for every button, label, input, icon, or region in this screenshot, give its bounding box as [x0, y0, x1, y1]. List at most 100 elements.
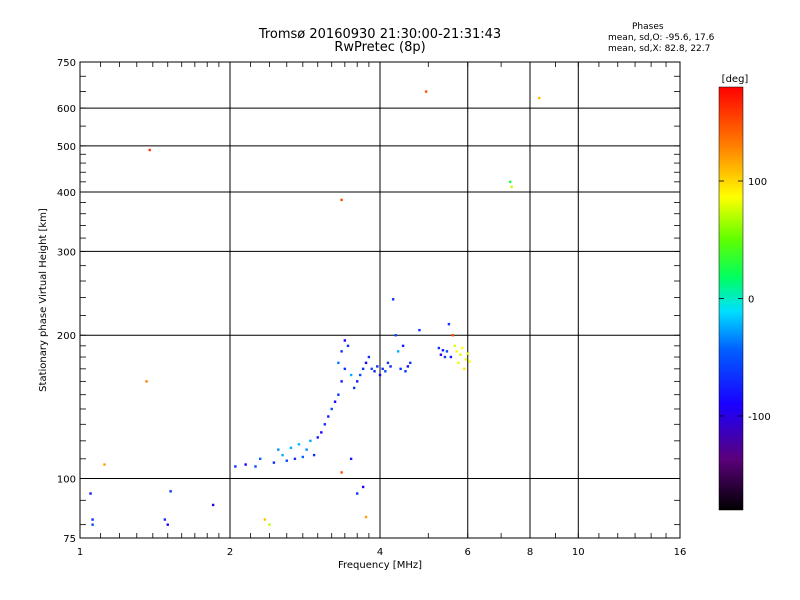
- data-point: [346, 344, 350, 348]
- data-point: [358, 373, 362, 377]
- data-point: [457, 361, 460, 365]
- colorbar-label: [deg]: [722, 74, 749, 85]
- data-point: [169, 490, 172, 493]
- data-point: [316, 436, 319, 439]
- y-tick-labels: 75 100 200 300 400 500 600 750: [57, 58, 76, 545]
- data-point: [244, 463, 247, 466]
- data-point: [277, 448, 280, 451]
- axis-ticks: [80, 62, 681, 538]
- data-point: [355, 380, 359, 383]
- plot-frame: [79, 61, 681, 539]
- data-point: [508, 180, 512, 184]
- data-point: [406, 365, 410, 368]
- y-tick-label: 75: [63, 534, 76, 545]
- data-point: [301, 455, 305, 459]
- data-point: [337, 361, 340, 365]
- data-point: [259, 457, 262, 461]
- stats-heading: Phases: [632, 22, 664, 32]
- data-point: [349, 457, 353, 461]
- data-point: [364, 515, 368, 519]
- data-point: [309, 439, 312, 443]
- data-point: [449, 355, 453, 359]
- data-point: [462, 367, 466, 371]
- data-point: [404, 370, 407, 373]
- data-point: [103, 463, 106, 466]
- data-point: [297, 443, 301, 446]
- colorbar-tick-label: 100: [748, 177, 767, 188]
- data-point: [466, 352, 469, 355]
- data-point: [409, 361, 412, 365]
- chart-subtitle: RwPretec (8p): [334, 40, 426, 55]
- x-tick-label: 8: [527, 547, 533, 558]
- data-point: [272, 461, 276, 464]
- data-point: [386, 361, 390, 365]
- data-point: [333, 400, 337, 403]
- data-point: [145, 380, 148, 383]
- data-point: [340, 380, 343, 383]
- y-axis-label: Stationary phase Virtual Height [km]: [38, 208, 49, 392]
- x-tick-labels: 1 2 4 6 8 10 16: [77, 547, 687, 558]
- data-point: [340, 350, 343, 353]
- data-point: [468, 360, 471, 363]
- data-point: [396, 350, 400, 353]
- data-point: [378, 373, 382, 377]
- data-point: [163, 518, 167, 521]
- data-point: [361, 485, 365, 489]
- data-point: [312, 453, 316, 457]
- data-point: [254, 465, 257, 468]
- data-points: [89, 90, 541, 526]
- data-point: [148, 148, 151, 152]
- stats-x-mode: mean, sd,X: 82.8, 22.7: [608, 44, 711, 54]
- data-point: [349, 373, 353, 377]
- data-point: [234, 465, 237, 468]
- x-tick-label: 4: [377, 547, 383, 558]
- data-point: [355, 492, 359, 495]
- y-tick-label: 200: [57, 331, 76, 342]
- data-point: [441, 349, 445, 352]
- data-point: [381, 367, 384, 371]
- y-tick-label: 750: [57, 58, 76, 69]
- data-point: [455, 350, 458, 353]
- data-point: [510, 185, 513, 189]
- data-point: [343, 367, 347, 371]
- data-point: [89, 492, 92, 495]
- x-tick-label: 6: [465, 547, 471, 558]
- stats-o-mode: mean, sd,O: -95.6, 17.6: [608, 33, 715, 43]
- data-point: [389, 365, 392, 368]
- data-point: [361, 367, 365, 371]
- data-point: [320, 431, 323, 434]
- data-point: [340, 198, 343, 202]
- x-tick-label: 16: [674, 547, 687, 558]
- colorbar-tick-label: -100: [748, 412, 771, 423]
- data-point: [451, 334, 455, 337]
- x-tick-label: 10: [572, 547, 585, 558]
- x-tick-label: 1: [77, 547, 83, 558]
- data-point: [437, 346, 441, 350]
- y-tick-label: 500: [57, 142, 76, 153]
- data-point: [391, 298, 395, 301]
- data-point: [376, 365, 379, 368]
- data-point: [281, 453, 284, 457]
- data-point: [289, 446, 293, 450]
- data-point: [343, 339, 347, 342]
- data-point: [384, 370, 387, 373]
- data-point: [418, 328, 421, 332]
- data-point: [464, 358, 468, 361]
- data-point: [401, 344, 405, 348]
- data-point: [305, 448, 308, 451]
- y-tick-label: 400: [57, 188, 76, 199]
- data-point: [461, 346, 464, 350]
- data-point: [453, 344, 456, 348]
- data-point: [91, 518, 94, 521]
- data-point: [394, 334, 397, 337]
- data-point: [263, 518, 267, 521]
- data-point: [352, 386, 356, 390]
- y-tick-label: 300: [57, 247, 76, 258]
- data-point: [459, 353, 462, 356]
- y-tick-label: 600: [57, 104, 76, 115]
- data-point: [337, 393, 340, 396]
- data-point: [323, 423, 327, 426]
- data-point: [447, 322, 451, 326]
- data-point: [166, 523, 169, 526]
